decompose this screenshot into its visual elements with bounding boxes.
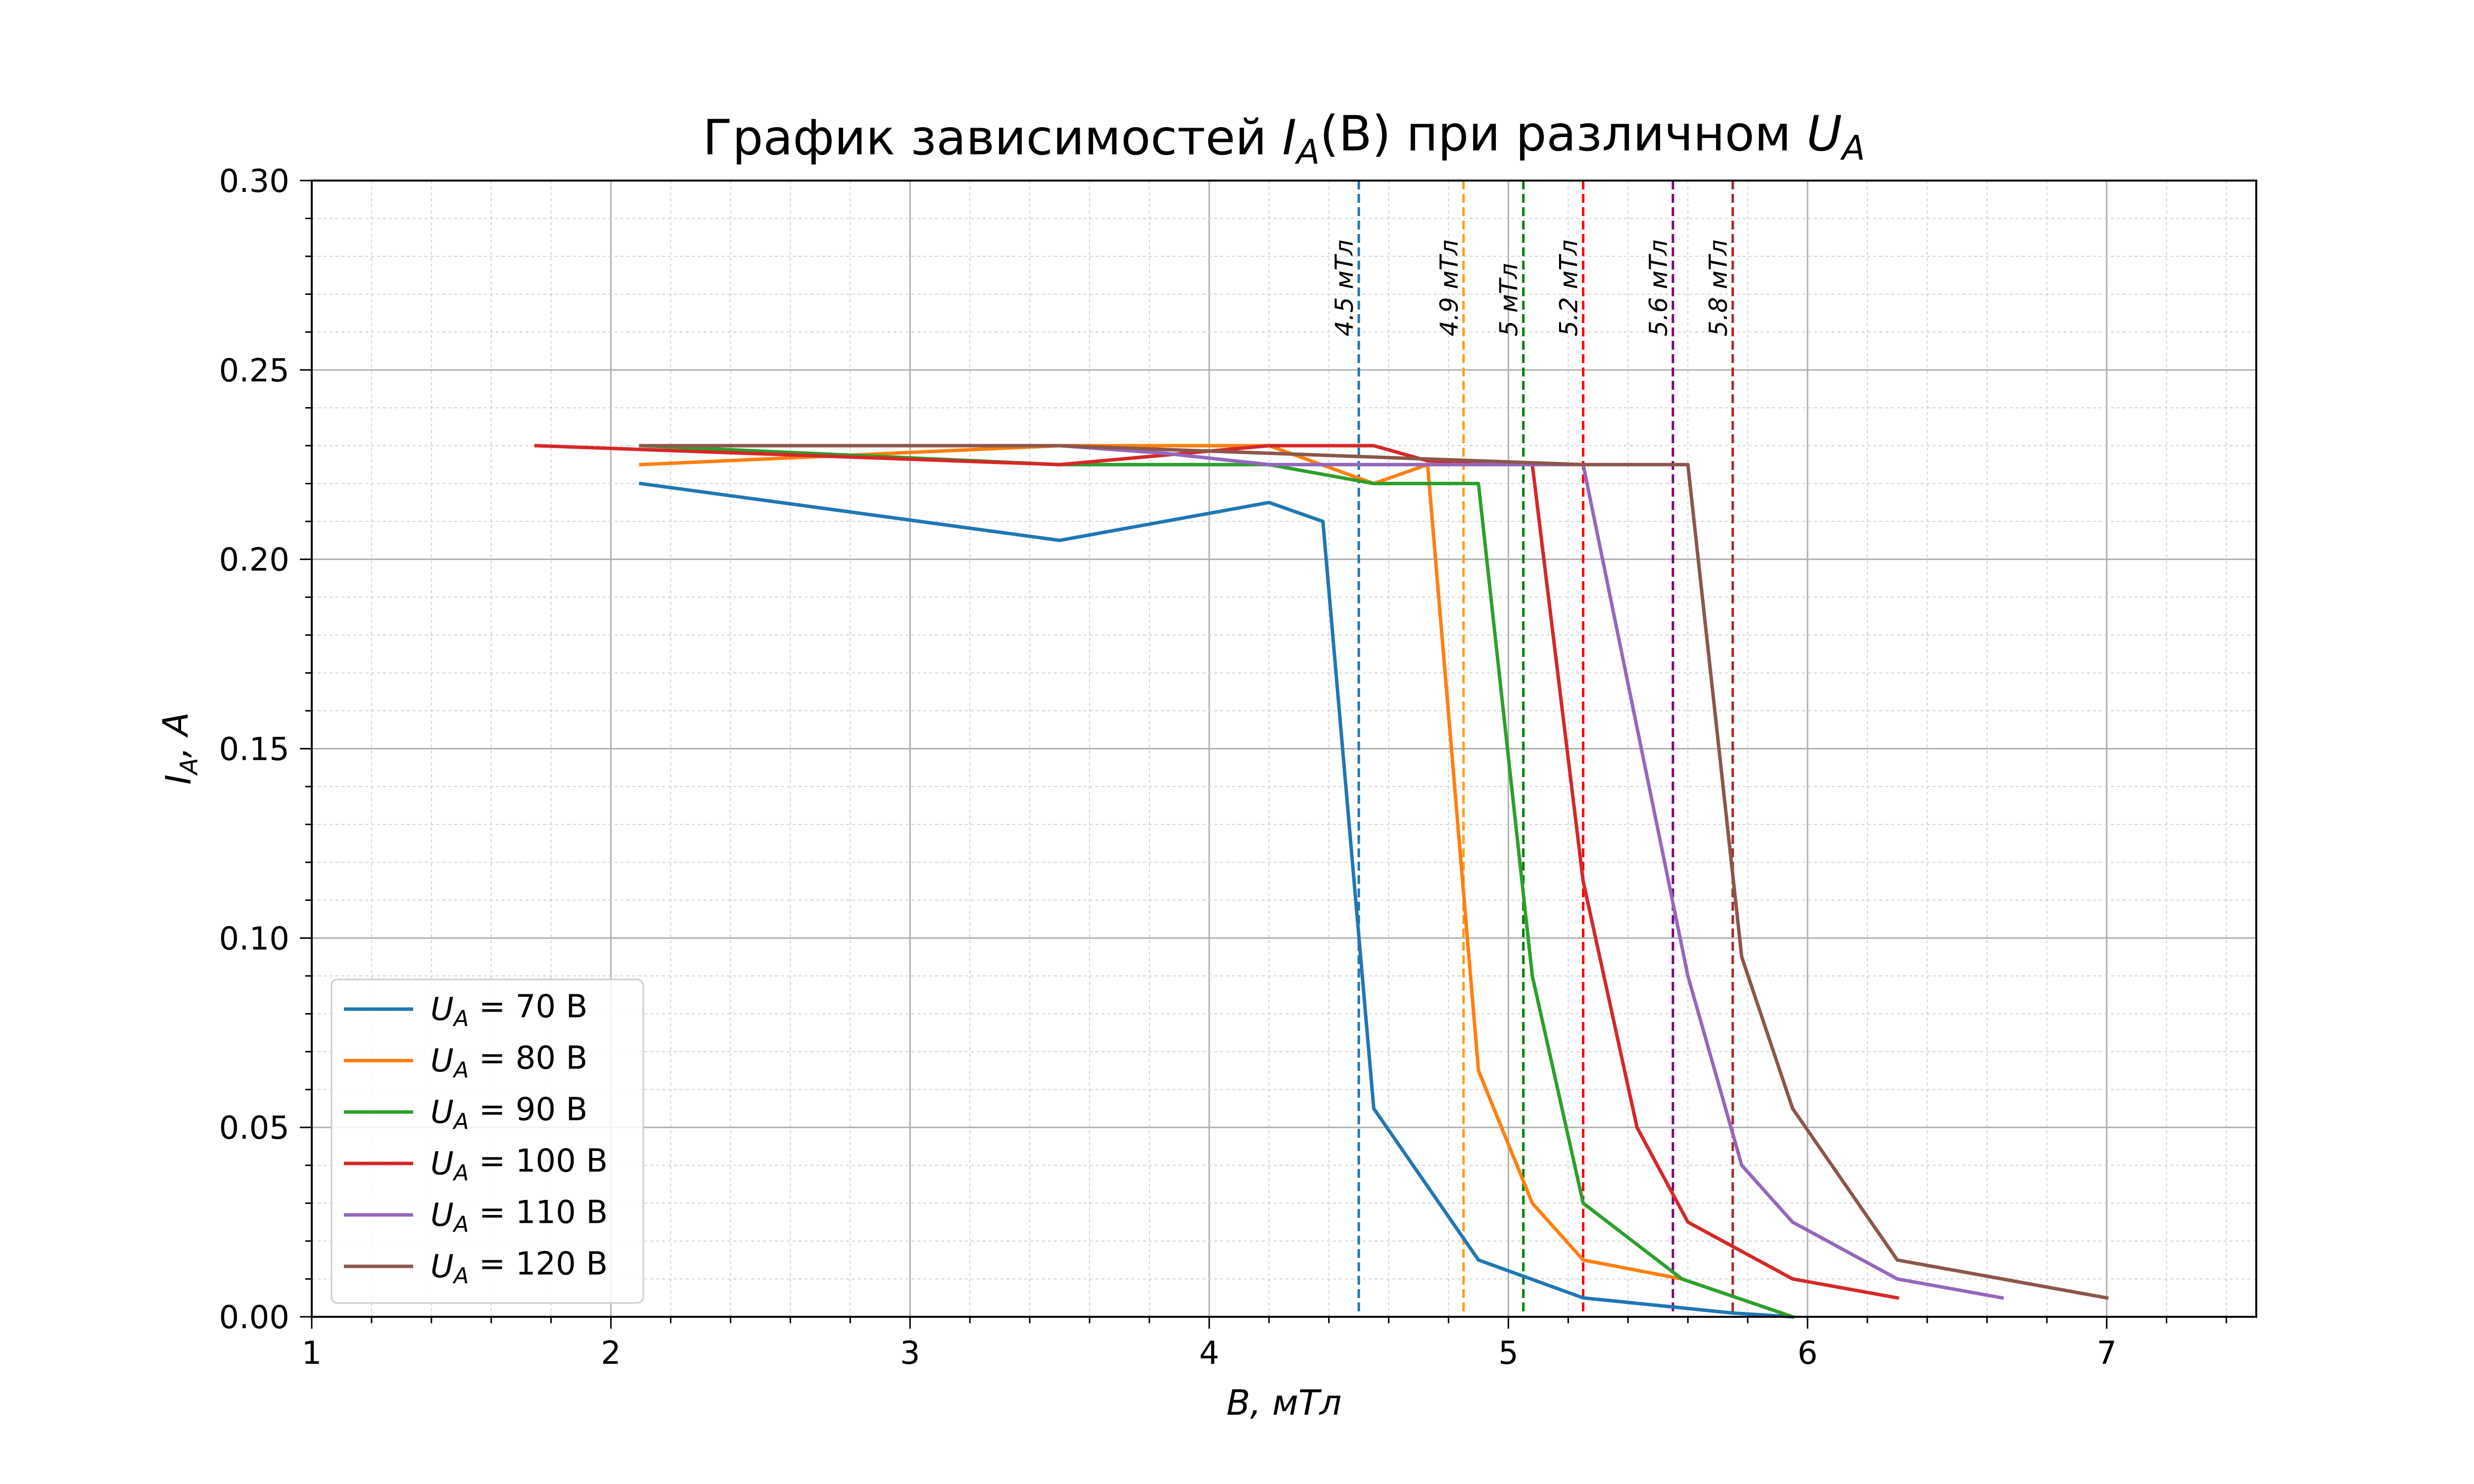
series-line [639, 444, 2109, 1300]
x-tick-label: 6 [1798, 1335, 1818, 1372]
legend-label: UA​ = 80 B [430, 1040, 588, 1083]
y-tick-label: 0.20 [219, 542, 290, 579]
threshold-label: 5.8 мТл [1704, 239, 1733, 336]
x-tick-label: 1 [302, 1335, 322, 1372]
legend-label: UA​ = 110 B [430, 1195, 608, 1238]
threshold-label: 4.5 мТл [1330, 239, 1359, 336]
legend-label: UA​ = 90 B [430, 1092, 588, 1135]
threshold-label: 4.9 мТл [1435, 239, 1464, 336]
x-tick-label: 4 [1199, 1335, 1219, 1372]
threshold-label: 5.2 мТл [1555, 239, 1583, 336]
threshold-lines: 4.5 мТл 4.9 мТл 5 мТл 5.2 мТл 5.6 мТл 5.8 мТл [1330, 181, 1734, 1317]
y-tick-label: 0.10 [219, 921, 290, 957]
y-tick-label: 0.25 [219, 353, 290, 389]
series-line [639, 444, 2004, 1300]
axis-ticks [300, 180, 2228, 1329]
y-tick-label: 0.15 [219, 732, 290, 768]
x-axis-label: B, мТл [1227, 1383, 1342, 1423]
legend-label: UA​ = 70 B [430, 989, 588, 1032]
threshold-label: 5.6 мТл [1644, 239, 1673, 336]
tick-labels: 1 2 3 4 5 6 7 0.00 0.05 0.10 0.15 0.20 0.25 0.30 [219, 163, 2117, 1372]
y-tick-label: 0.05 [219, 1110, 290, 1147]
legend: UA​ = 70 B UA​ = 80 B UA​ = 90 B UA​ = 100 … [331, 978, 644, 1304]
y-tick-label: 0.00 [219, 1299, 290, 1336]
x-tick-label: 5 [1498, 1335, 1519, 1372]
y-tick-label: 0.30 [219, 163, 290, 200]
series-line [639, 481, 1795, 1319]
x-tick-label: 7 [2096, 1335, 2117, 1372]
series-lines [534, 444, 2109, 1319]
legend-label: UA​ = 100 B [430, 1143, 608, 1186]
legend-label: UA​ = 120 B [430, 1246, 608, 1289]
threshold-label: 5 мТл [1495, 263, 1523, 336]
series-line [639, 444, 1795, 1319]
x-tick-label: 3 [900, 1335, 920, 1372]
x-tick-label: 2 [601, 1335, 621, 1372]
y-axis-label: IA​, A [155, 712, 203, 785]
chart-title: График зависимостей IA​(B) при различном… [703, 106, 1865, 172]
